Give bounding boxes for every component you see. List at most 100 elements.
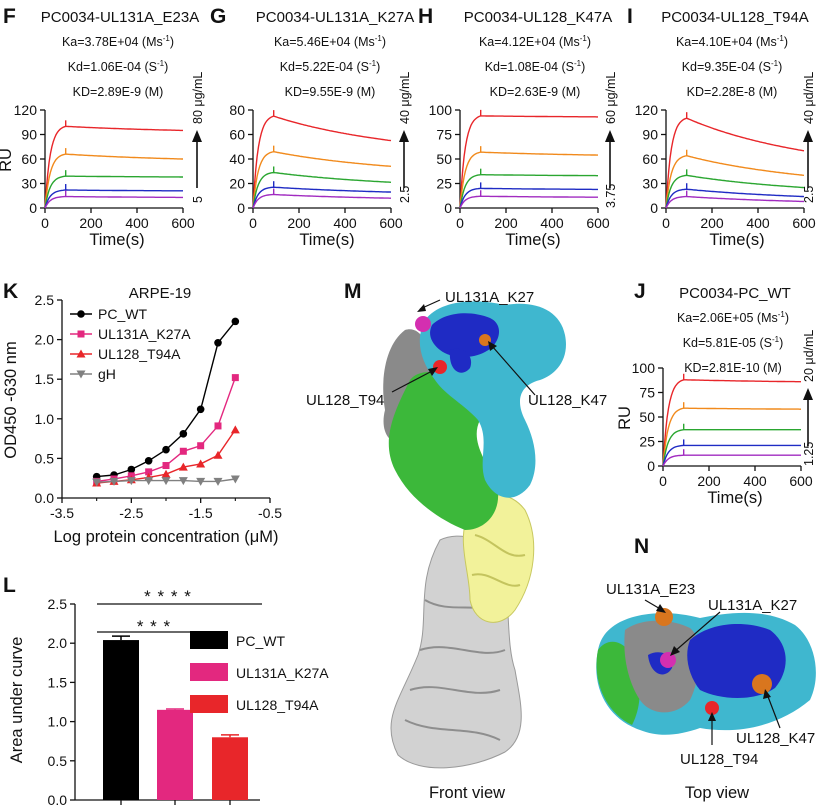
- data-point: [196, 459, 206, 468]
- y-axis-label-f: RU: [0, 148, 15, 172]
- y-tick-label: 0: [650, 200, 658, 216]
- sensorgram-curve-orange: [459, 151, 598, 209]
- legend-label: PC_WT: [98, 306, 147, 322]
- data-point: [179, 447, 187, 455]
- y-tick-label: 25: [639, 434, 655, 450]
- x-tick-label: 600: [586, 215, 610, 231]
- kd-value-h: Kd=1.08E-04 (S-1): [485, 59, 586, 74]
- panel-label-g: G: [210, 5, 226, 28]
- kd-value-j: Kd=5.81E-05 (S-1): [683, 335, 784, 350]
- panel-n: N UL131A_E23 UL131A_K27 UL128_K47: [596, 535, 816, 802]
- label-ul131a-k27-n: UL131A_K27: [708, 597, 797, 614]
- panel-label-j: J: [634, 280, 646, 303]
- x-tick-label: 600: [789, 473, 813, 489]
- KD-value-f: KD=2.89E-9 (M): [73, 85, 164, 99]
- legend-entry: PC_WT: [190, 631, 285, 649]
- y-ticks-h: 0 25 50 75 100: [429, 102, 460, 216]
- sensorgram-curve-red: [662, 379, 801, 467]
- x-tick-label: 600: [792, 215, 816, 231]
- sensorgram-curve-orange: [662, 407, 801, 467]
- ka-value-h: Ka=4.12E+04 (Ms-1): [479, 34, 591, 49]
- curves-j: [662, 373, 801, 467]
- panel-label-h: H: [418, 5, 433, 28]
- label-ul128-t94-n: UL128_T94: [680, 751, 758, 768]
- kd-value-g: Kd=5.22E-04 (S-1): [280, 59, 381, 74]
- data-point: [230, 475, 240, 484]
- x-tick-label: 200: [287, 215, 311, 231]
- legend-swatch: [190, 631, 228, 649]
- x-ticks-f: 0 200 400 600: [41, 208, 195, 231]
- panel-m: M UL131A_K27: [306, 280, 607, 802]
- panel-i: I PC0034-UL128_T94A Ka=4.10E+04 (Ms-1) K…: [627, 5, 816, 249]
- legend-entry: gH: [70, 366, 116, 382]
- y-tick-label: 60: [229, 127, 245, 143]
- sensorgram-curve-green: [459, 173, 598, 209]
- y-ticks-i: 0 30 60 90 120: [635, 102, 666, 216]
- x-tick-label: 0: [659, 473, 667, 489]
- annotation-ul128-t94-n: UL128_T94: [680, 712, 758, 768]
- data-point: [76, 349, 86, 358]
- data-point: [179, 430, 188, 438]
- data-point: [161, 469, 171, 478]
- y-tick-label: 30: [21, 176, 37, 192]
- annotation-ul128-t94-m: UL128_T94: [306, 367, 438, 409]
- concentration-arrow-i: 40 μd/mL 2.5: [802, 72, 816, 203]
- y-ticks-k: 0.0 0.5 1.0 1.5 2.0 2.5: [35, 292, 62, 506]
- bar: [212, 737, 248, 800]
- sig-label-2: * * *: [137, 617, 171, 636]
- concentration-arrow-g: 40 μg/mL 2.5: [398, 72, 412, 203]
- KD-value-i: KD=2.28E-8 (M): [687, 85, 778, 99]
- label-ul131a-e23-n: UL131A_E23: [606, 581, 695, 598]
- caption-top-view: Top view: [685, 784, 749, 802]
- concentration-arrow-j: 20 μd/mL 1.25: [802, 330, 816, 466]
- conc-low-f: 5: [191, 196, 205, 203]
- x-tick-label: 200: [700, 215, 724, 231]
- sensorgram-curve-purple: [662, 454, 801, 467]
- x-tick-label: 0: [249, 215, 257, 231]
- y-tick-label: 80: [229, 102, 245, 118]
- legend-label: UL131A_K27A: [236, 665, 329, 681]
- legend-swatch: [190, 695, 228, 713]
- y-axis-label-l: Area under curve: [8, 637, 26, 764]
- y-tick-label: 0.0: [48, 792, 68, 807]
- bar: [103, 640, 139, 800]
- conc-high-f: 80 μg/mL: [191, 72, 205, 124]
- y-tick-label: 0: [647, 458, 655, 474]
- y-tick-label: 0: [444, 200, 452, 216]
- panel-f: F PC0034-UL131A_E23A Ka=3.78E+04 (Ms-1) …: [0, 5, 205, 249]
- x-axis-label-g: Time(s): [299, 231, 354, 249]
- panel-title-h: PC0034-UL128_K47A: [464, 9, 612, 26]
- KD-value-h: KD=2.63E-9 (M): [490, 85, 581, 99]
- legend-entry: UL128_T94A: [70, 346, 181, 362]
- ka-value-f: Ka=3.78E+04 (Ms-1): [62, 34, 174, 49]
- sensorgram-curve-blue: [252, 186, 392, 209]
- label-ul131a-k27-m: UL131A_K27: [445, 289, 534, 306]
- concentration-arrow-f: 80 μg/mL 5: [191, 72, 205, 203]
- y-tick-label: 2.5: [48, 596, 68, 612]
- data-point: [231, 317, 240, 326]
- y-tick-label: 1.5: [48, 674, 68, 690]
- x-tick-label: 200: [494, 215, 518, 231]
- legend-k: PC_WT UL131A_K27A UL128_T94A gH: [70, 306, 191, 382]
- sensorgram-curve-red: [252, 115, 392, 209]
- y-ticks-g: 0 20 40 60 80: [229, 102, 253, 216]
- annotation-ul128-k47-n: UL128_K47: [736, 689, 815, 747]
- panel-label-f: F: [3, 5, 16, 28]
- label-ul128-t94-m: UL128_T94: [306, 392, 384, 409]
- ka-value-g: Ka=5.46E+04 (Ms-1): [274, 34, 386, 49]
- data-point: [196, 405, 205, 414]
- y-tick-label: 0.5: [48, 753, 68, 769]
- x-tick-label: 0: [41, 215, 49, 231]
- x-tick-label: 0: [456, 215, 464, 231]
- legend-entry: UL128_T94A: [190, 695, 319, 713]
- x-tick-label: 400: [333, 215, 357, 231]
- y-tick-label: 50: [639, 409, 655, 425]
- y-tick-label: 60: [21, 151, 37, 167]
- data-point: [161, 477, 171, 486]
- y-tick-label: 20: [229, 176, 245, 192]
- data-point: [178, 462, 188, 471]
- legend-label: gH: [98, 366, 116, 382]
- sensorgram-curve-red: [44, 125, 183, 209]
- y-tick-label: 120: [14, 102, 38, 118]
- label-ul128-k47-m: UL128_K47: [528, 392, 607, 409]
